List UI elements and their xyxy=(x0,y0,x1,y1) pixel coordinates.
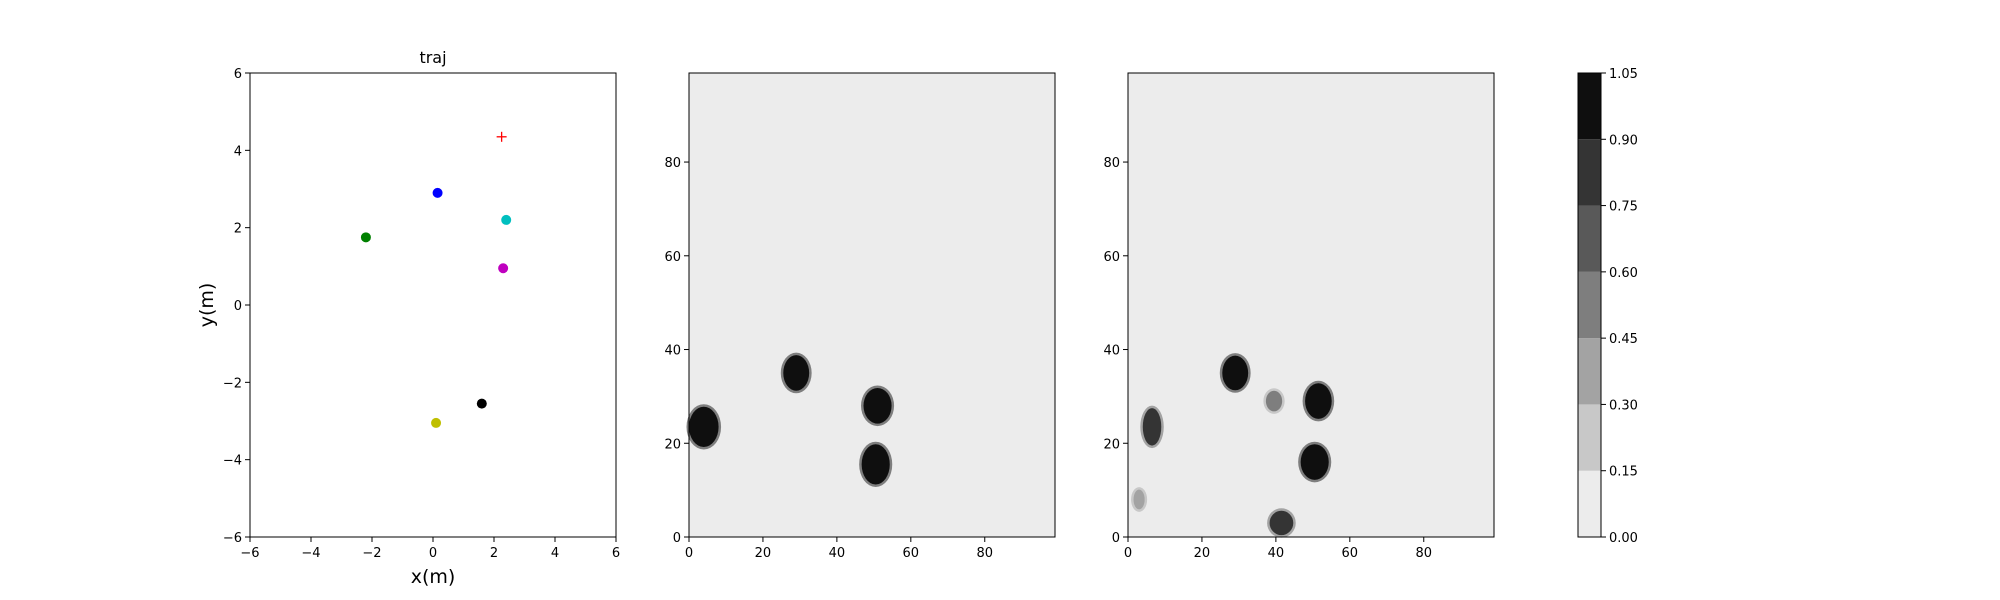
x-tick-label: 2 xyxy=(490,546,498,561)
data-point xyxy=(431,417,442,428)
map-panel-1: 0 20 40 60 80 0 20 40 60 80 xyxy=(664,72,1056,561)
data-point xyxy=(498,263,509,274)
x-tick-label: 6 xyxy=(612,546,620,561)
y-tick-label: 0 xyxy=(1112,531,1120,546)
data-point xyxy=(476,398,487,409)
colorbar-band xyxy=(1578,271,1601,339)
occupancy-blob xyxy=(1298,441,1332,483)
tick-group: 0 20 40 60 80 0 20 40 60 80 xyxy=(1103,156,1432,561)
colorbar-band xyxy=(1578,139,1601,206)
y-tick-label: 20 xyxy=(1103,437,1120,452)
occupancy-blob xyxy=(686,404,722,450)
occupancy-blob xyxy=(1302,380,1335,422)
y-tick-label: 20 xyxy=(664,437,681,452)
y-tick-label: 80 xyxy=(1103,156,1120,171)
y-tick-label: 40 xyxy=(664,344,681,359)
x-tick-label: 4 xyxy=(551,546,559,561)
colorbar-band xyxy=(1578,470,1601,537)
colorbar-band xyxy=(1578,404,1601,471)
x-tick-label: −6 xyxy=(240,546,259,561)
chart-title: traj xyxy=(419,48,446,67)
occupancy-blob xyxy=(1131,487,1148,512)
colorbar-tick-label: 0.45 xyxy=(1609,332,1638,347)
series-points xyxy=(360,131,512,428)
occupancy-blob xyxy=(860,385,895,427)
data-point xyxy=(501,214,512,225)
x-tick-label: 0 xyxy=(1124,546,1132,561)
colorbar-frame xyxy=(1577,72,1602,538)
x-axis-label: x(m) xyxy=(411,566,456,588)
x-tick-label: 40 xyxy=(829,546,846,561)
colorbar: 0.00 0.15 0.30 0.45 0.60 0.75 0.90 1.05 xyxy=(1577,67,1638,546)
y-tick-label: 0 xyxy=(234,299,242,314)
tick-group: −6 −4 −2 0 2 4 6 −6 −4 −2 0 2 4 6 xyxy=(223,67,620,561)
y-tick-label: 2 xyxy=(234,222,242,237)
y-tick-label: 60 xyxy=(664,250,681,265)
x-tick-label: 0 xyxy=(429,546,437,561)
plot-frame xyxy=(688,72,1056,538)
x-tick-label: 40 xyxy=(1268,546,1285,561)
colorbar-tick-label: 0.90 xyxy=(1609,133,1638,148)
occupancy-blob xyxy=(1219,353,1251,393)
blob-group xyxy=(1131,353,1335,538)
y-tick-label: −6 xyxy=(223,531,242,546)
traj-panel: traj x(m) y(m) −6 −4 −2 0 2 4 6 −6 −4 −2 0 2 4 6 xyxy=(196,48,620,588)
plot-frame xyxy=(249,72,617,538)
map-panel-2: 0 20 40 60 80 0 20 40 60 80 xyxy=(1103,72,1495,561)
occupancy-blob xyxy=(1263,388,1285,414)
y-tick-label: −4 xyxy=(223,454,242,469)
data-point xyxy=(432,187,443,198)
colorbar-tick-label: 0.75 xyxy=(1609,200,1638,215)
x-tick-label: 80 xyxy=(1415,546,1432,561)
x-tick-label: 20 xyxy=(755,546,772,561)
colorbar-tick-label: 0.30 xyxy=(1609,398,1638,413)
occupancy-blob xyxy=(859,441,893,488)
x-tick-label: −4 xyxy=(301,546,320,561)
y-tick-label: 80 xyxy=(664,156,681,171)
x-tick-label: −2 xyxy=(362,546,381,561)
colorbar-band xyxy=(1578,73,1601,140)
colorbar-tick-label: 0.60 xyxy=(1609,266,1638,281)
x-tick-label: 0 xyxy=(685,546,693,561)
colorbar-band xyxy=(1578,338,1601,405)
colorbar-tick-label: 0.15 xyxy=(1609,465,1638,480)
occupancy-blob xyxy=(1267,508,1296,538)
blob-group xyxy=(686,352,895,488)
y-tick-label: 0 xyxy=(673,531,681,546)
data-point xyxy=(360,232,371,243)
x-tick-label: 60 xyxy=(903,546,920,561)
colorbar-tick-label: 0.00 xyxy=(1609,531,1638,546)
y-tick-label: 4 xyxy=(234,144,242,159)
x-tick-label: 60 xyxy=(1342,546,1359,561)
colorbar-tick-label: 1.05 xyxy=(1609,67,1638,82)
y-axis-label: y(m) xyxy=(196,283,218,328)
plot-frame xyxy=(1127,72,1495,538)
y-tick-label: 60 xyxy=(1103,250,1120,265)
occupancy-blob xyxy=(780,352,812,394)
y-tick-label: 40 xyxy=(1103,344,1120,359)
data-point-plus xyxy=(496,131,507,142)
occupancy-blob xyxy=(1140,405,1164,449)
tick-group: 0 20 40 60 80 0 20 40 60 80 xyxy=(664,156,993,561)
x-tick-label: 20 xyxy=(1194,546,1211,561)
y-tick-label: 6 xyxy=(234,67,242,82)
colorbar-band xyxy=(1578,205,1601,272)
x-tick-label: 80 xyxy=(976,546,993,561)
y-tick-label: −2 xyxy=(223,376,242,391)
